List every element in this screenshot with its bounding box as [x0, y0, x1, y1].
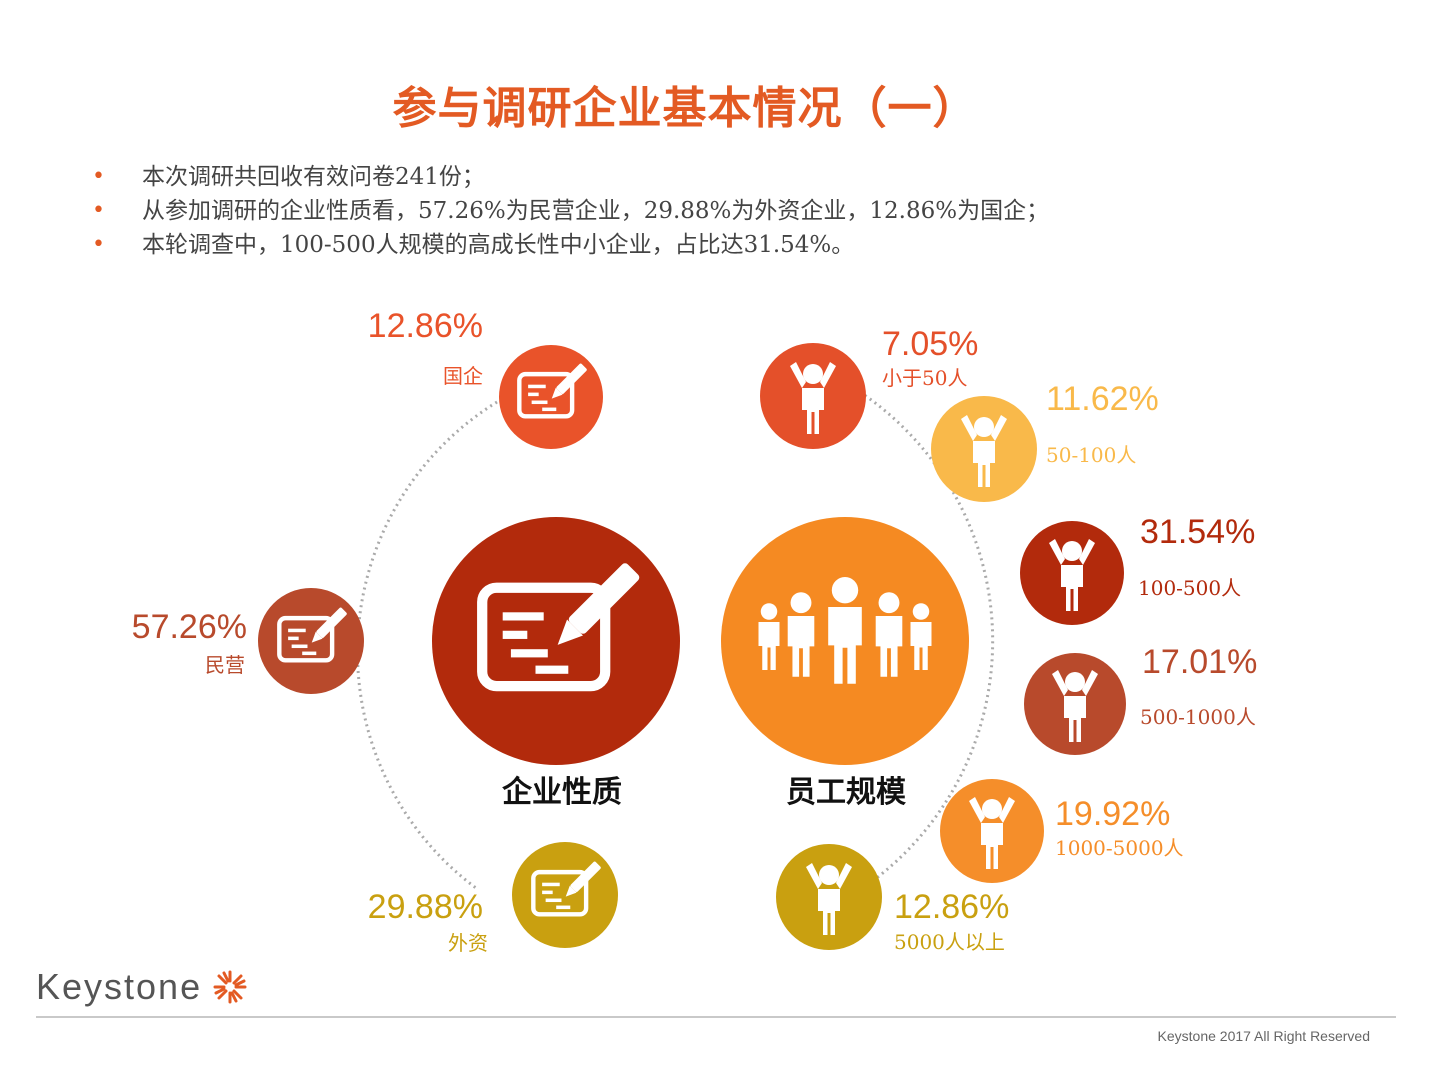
size-pct: 11.62%	[1046, 380, 1159, 418]
size-item-1000-5000: 19.92% 1000-5000人	[940, 779, 1184, 883]
ownership-orbit	[356, 400, 498, 890]
size-item-lt50: 7.05% 小于50人	[760, 325, 978, 449]
bullet-dot: •	[92, 164, 105, 189]
bullet-item: • 本次调研共回收有效问卷241份；	[92, 160, 1049, 194]
bullet-item: • 本轮调查中，100-500人规模的高成长性中小企业，占比达31.54%。	[92, 228, 1049, 262]
ownership-item-soe: 12.86% 国企	[368, 307, 603, 449]
starburst-icon	[213, 970, 247, 1004]
size-label: 500-1000人	[1140, 705, 1256, 729]
ownership-circle	[512, 842, 618, 948]
size-label: 1000-5000人	[1055, 836, 1184, 860]
ownership-pct: 12.86%	[368, 307, 483, 345]
size-item-500-1000: 17.01% 500-1000人	[1024, 643, 1257, 755]
bullet-text: 本次调研共回收有效问卷241份；	[142, 164, 485, 190]
copyright-text: Keystone 2017 All Right Reserved	[1157, 1028, 1370, 1044]
bullet-dot: •	[92, 232, 105, 257]
size-center-label: 员工规模	[786, 775, 906, 810]
size-pct: 17.01%	[1142, 643, 1257, 681]
size-pct: 19.92%	[1055, 795, 1170, 833]
bullet-dot: •	[92, 198, 105, 223]
ownership-pct: 57.26%	[132, 608, 247, 646]
ownership-item-private: 57.26% 民营	[132, 588, 364, 694]
ownership-circle	[499, 345, 603, 449]
size-label: 5000人以上	[894, 930, 1005, 954]
summary-bullets: • 本次调研共回收有效问卷241份； • 从参加调研的企业性质看，57.26%为民营…	[92, 160, 1049, 262]
ownership-label: 民营	[205, 653, 245, 677]
keystone-logo: Keystone	[36, 966, 248, 1008]
size-label: 100-500人	[1138, 576, 1241, 600]
ownership-center-circle	[432, 517, 680, 765]
size-item-gt5000: 12.86% 5000人以上	[776, 844, 1009, 954]
bullet-text: 从参加调研的企业性质看，57.26%为民营企业，29.88%为外资企业，12.8…	[142, 198, 1050, 224]
size-item-50-100: 11.62% 50-100人	[931, 380, 1159, 502]
size-label: 50-100人	[1046, 443, 1136, 467]
logo-text: Keystone	[36, 966, 203, 1007]
footer-divider	[36, 1016, 1396, 1018]
page-title: 参与调研企业基本情况（一）	[392, 83, 978, 134]
size-orbit	[859, 390, 995, 892]
size-label: 小于50人	[882, 366, 967, 390]
ownership-center: 企业性质	[432, 517, 680, 810]
bullet-text: 本轮调查中，100-500人规模的高成长性中小企业，占比达31.54%。	[142, 232, 855, 258]
bullet-item: • 从参加调研的企业性质看，57.26%为民营企业，29.88%为外资企业，12.…	[92, 194, 1049, 228]
ownership-item-foreign: 29.88% 外资	[368, 842, 618, 955]
ownership-pct: 29.88%	[368, 888, 483, 926]
ownership-center-label: 企业性质	[502, 775, 622, 810]
ownership-label: 外资	[448, 931, 488, 955]
size-center: 员工规模	[721, 517, 969, 810]
size-item-100-500: 31.54% 100-500人	[1020, 513, 1255, 625]
size-pct: 7.05%	[882, 325, 978, 363]
size-pct: 12.86%	[894, 888, 1009, 926]
size-pct: 31.54%	[1140, 513, 1255, 551]
ownership-label: 国企	[443, 364, 483, 388]
ownership-circle	[258, 588, 364, 694]
